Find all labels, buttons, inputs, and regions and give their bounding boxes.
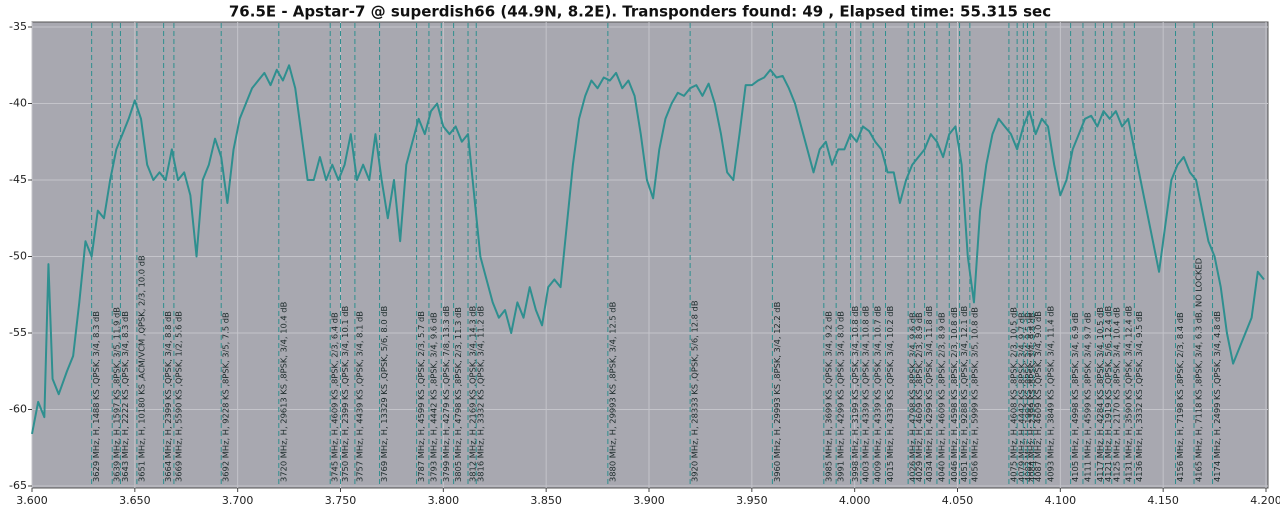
y-tick-label: -35 [9, 20, 27, 33]
transponder-label: 4029 MHz, H, 4609 KS ,8PSK, 2/3, 8.9 dB [914, 312, 924, 482]
transponder-label: 4009 MHz, H, 4339 KS ,QPSK, 3/4, 10.7 dB [873, 305, 883, 482]
transponder-label: 3880 MHz, H, 29993 KS ,8PSK, 3/4, 12.5 d… [607, 301, 617, 482]
transponder-label: 4165 MHz, H, 7118 KS ,8PSK, 3/4, 6.3 dB,… [1194, 258, 1204, 482]
transponder-label: 4040 MHz, H, 4609 KS ,8PSK, 2/3, 8.9 dB [936, 312, 946, 482]
transponder-label: 3669 MHz, H, 5590 KS ,QPSK, 1/2, 5.6 dB [173, 311, 183, 482]
transponder-label: 4121 MHz, H, 1919 KS ,QPSK, 5/6, 12.4 dB [1103, 305, 1113, 482]
x-tick-label: 3.800 [428, 494, 460, 507]
transponder-label: 3651 MHz, H, 10180 KS ,ACM/VCM ,QPSK, 2/… [136, 255, 146, 482]
transponder-label: 3769 MHz, H, 13329 KS ,QPSK, 5/6, 8.0 dB [379, 305, 389, 482]
transponder-label: 3750 MHz, H, 2399 KS ,QPSK, 3/4, 10.1 dB [340, 305, 350, 482]
x-tick-label: 4.000 [839, 494, 871, 507]
x-tick-label: 3.650 [119, 494, 151, 507]
transponder-label: 4079 MHz, H, 4442 KS ,8PSK, 3/4, 9.7 dB [1017, 312, 1027, 482]
transponder-label: 3998 MHz, H, 3199 KS ,QPSK, 3/4, 10.8 dB [850, 305, 860, 482]
axes: 3.600 3.650 3.700 3.750 3.800 3.850 3.900 3.950… [9, 20, 1280, 507]
y-tick-label: -45 [9, 173, 27, 186]
y-tick-label: -50 [9, 250, 27, 263]
transponder-label: 4015 MHz, H, 4339 KS ,QPSK, 3/4, 10.2 dB [885, 305, 895, 482]
transponder-label: 3643 MHz, H, 2222 KS ,QPSK, 3/4, 8.3 dB [120, 311, 130, 482]
x-tick-label: 4.150 [1147, 494, 1179, 507]
transponder-label: 3692 MHz, H, 9228 KS ,8PSK, 3/5, 7.5 dB [221, 312, 231, 482]
transponder-label: 4111 MHz, H, 4599 KS ,8PSK, 3/4, 9.7 dB [1082, 312, 1092, 482]
transponder-markers: 3629 MHz, H, 1488 KS ,QPSK, 3/4, 8.3 dB 3… [91, 23, 1222, 487]
x-tick-label: 3.850 [530, 494, 562, 507]
spectrum-line [31, 64, 1265, 435]
transponder-label: 3799 MHz, H, 4279 KS ,QPSK, 7/8, 13.3 dB [441, 305, 451, 482]
transponder-label: 4082 MHz, H, 1992 KS ,8PSK, 3/4, 9.5 dB [1023, 312, 1033, 482]
transponder-label: 3920 MHz, H, 28333 KS ,QPSK, 5/6, 12.8 d… [690, 300, 700, 482]
transponder-label: 3745 MHz, H, 4609 KS ,8PSK, 2/3, 6.4 dB [330, 312, 340, 482]
transponder-label: 3991 MHz, H, 4299 KS ,QPSK, 3/4, 8.0 dB [836, 311, 846, 482]
transponder-label: 3793 MHz, H, 4442 KS ,8PSK, 3/4, 9.6 dB [428, 312, 438, 482]
transponder-label: 3960 MHz, H, 29993 KS ,8PSK, 3/4, 12.2 d… [772, 301, 782, 482]
transponder-label: 4084 MHz, H, 2399 KS ,8PSK, 3/4, 9.8 dB [1027, 312, 1037, 482]
y-tick-label: -65 [9, 479, 27, 492]
transponder-label: 4093 MHz, H, 3849 KS ,QPSK, 3/4, 11.4 dB [1045, 305, 1055, 482]
x-tick-label: 3.750 [325, 494, 357, 507]
transponder-label: 4034 MHz, H, 4299 KS ,QPSK, 3/4, 11.8 dB [924, 305, 934, 482]
x-tick-label: 3.900 [633, 494, 665, 507]
transponder-label: 3787 MHz, H, 4599 KS ,QPSK, 2/3, 5.7 dB [416, 311, 426, 482]
x-tick-label: 3.600 [16, 494, 48, 507]
transponder-label: 4051 MHz, H, 9288 KS ,QPSK, 3/4, 12.1 dB [959, 305, 969, 482]
transponder-label: 4003 MHz, H, 4339 KS ,QPSK, 3/4, 10.8 dB [860, 305, 870, 482]
transponder-label: 4056 MHz, H, 5999 KS ,8PSK, 3/5, 10.8 dB [969, 307, 979, 482]
x-tick-label: 3.950 [736, 494, 768, 507]
transponder-label: 4131 MHz, H, 3590 KS ,QPSK, 3/4, 12.4 dB [1124, 305, 1134, 482]
transponder-label: 3816 MHz, H, 3332 KS ,QPSK, 3/4, 11.2 dB [476, 305, 486, 482]
spectrum [31, 64, 1265, 435]
transponder-label: 4046 MHz, H, 4598 KS ,8PSK, 2/3, 10.8 dB [949, 307, 959, 482]
y-tick-label: -40 [9, 97, 27, 110]
transponder-label: 4136 MHz, H, 3332 KS ,QPSK, 3/4, 9.5 dB [1134, 311, 1144, 482]
transponder-label: 3629 MHz, H, 1488 KS ,QPSK, 3/4, 8.3 dB [91, 311, 101, 482]
transponder-label: 4087 MHz, H, 4609 KS ,QPSK, 3/4, 9.0 dB [1033, 311, 1043, 482]
transponder-label: 3664 MHz, H, 2399 KS ,QPSK, 3/4, 8.8 dB [163, 311, 173, 482]
transponder-label: 3812 MHz, H, 2169 KS ,QPSK, 3/4, 14.3 dB [468, 305, 478, 482]
transponder-label: 4075 MHz, H, 4608 KS ,8PSK, 2/3, 10.5 dB [1008, 307, 1018, 482]
transponder-label: 4117 MHz, H, 4284 KS ,8PSK, 3/4, 10.5 dB [1095, 307, 1105, 482]
transponder-label: 3639 MHz, H, 1597 KS ,8PSK, 3/5, 11.9 dB [112, 307, 122, 482]
y-tick-label: -55 [9, 326, 27, 339]
transponder-label: 3720 MHz, H, 29613 KS ,8PSK, 3/4, 10.4 d… [278, 301, 288, 482]
chart-title: 76.5E - Apstar-7 @ superdish66 (44.9N, 8… [229, 3, 1051, 21]
x-tick-label: 3.700 [222, 494, 254, 507]
x-tick-label: 4.200 [1250, 494, 1280, 507]
transponder-label: 4125 MHz, H, 2170 KS ,8PSK, 3/4, 10.4 dB [1111, 307, 1121, 482]
transponder-label: 3757 MHz, H, 4439 KS ,QPSK, 3/4, 8.1 dB [354, 311, 364, 482]
transponder-label: 3985 MHz, H, 3699 KS ,QPSK, 3/4, 9.2 dB [823, 311, 833, 482]
transponder-label: 4156 MHz, H, 7198 KS ,8PSK, 2/3, 8.4 dB [1175, 312, 1185, 482]
transponder-label: 4174 MHz, H, 2499 KS ,QPSK, 3/4, 4.8 dB [1212, 311, 1222, 482]
transponder-label: 4105 MHz, H, 4998 KS ,8PSK, 3/4, 6.9 dB [1070, 312, 1080, 482]
y-tick-label: -60 [9, 403, 27, 416]
transponder-label: 4026 MHz, H, 4798 KS ,8PSK, 3/4, 9.6 dB [908, 312, 918, 482]
x-tick-label: 4.100 [1045, 494, 1077, 507]
x-tick-label: 4.050 [942, 494, 974, 507]
transponder-label: 3805 MHz, H, 4798 KS ,8PSK, 2/3, 11.3 dB [453, 307, 463, 482]
